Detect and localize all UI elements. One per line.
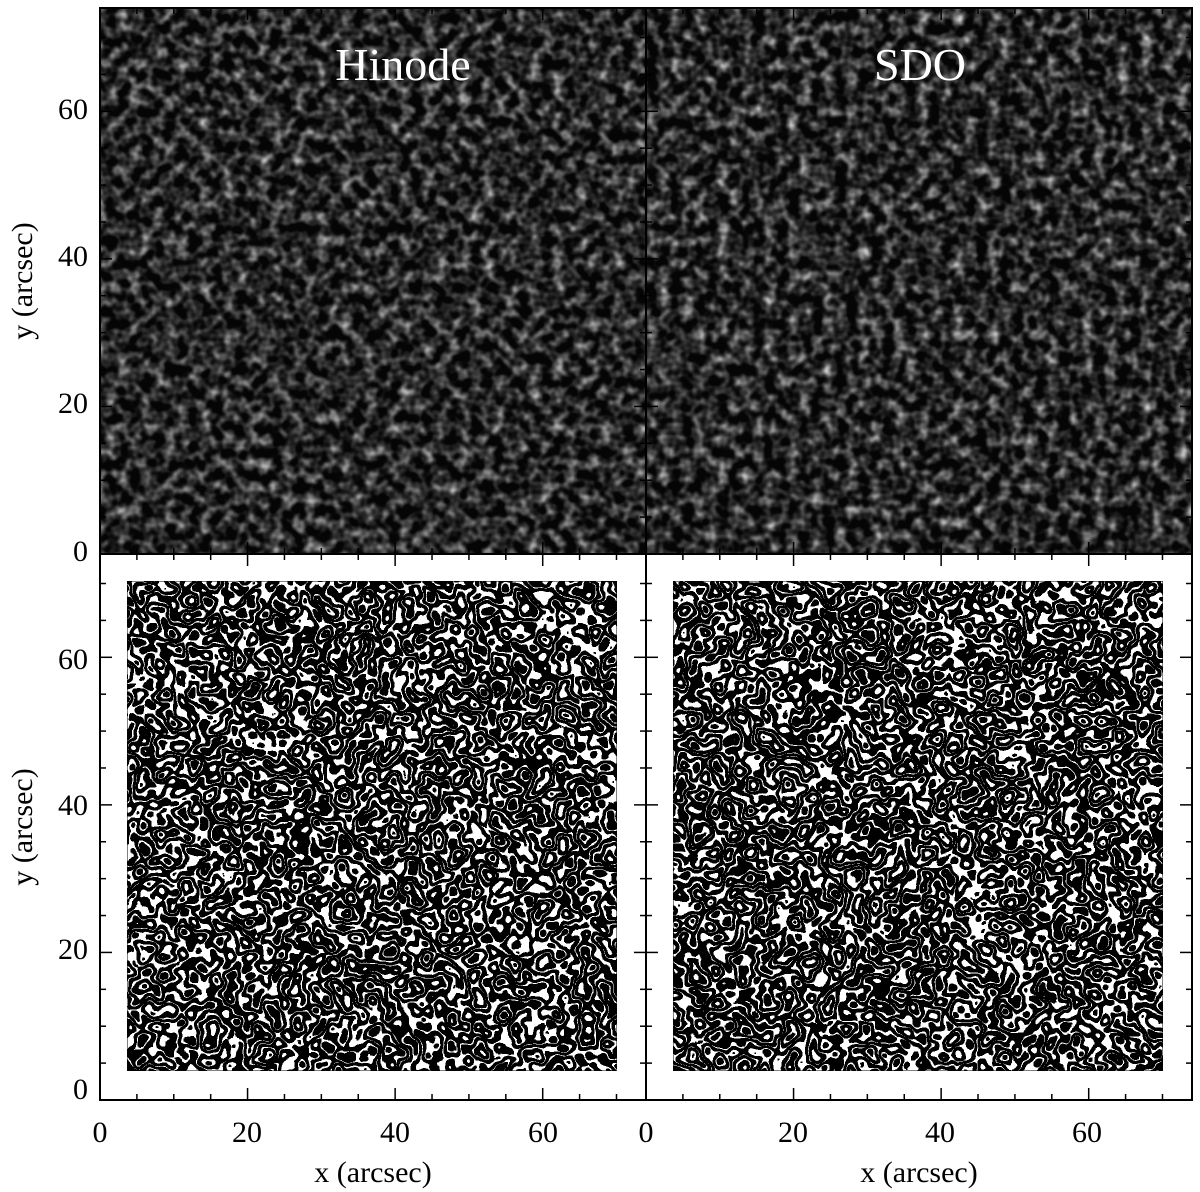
granulation-texture	[646, 8, 1192, 554]
x-tick-label: 40	[925, 1116, 955, 1149]
y-tick-label: 40	[58, 789, 88, 822]
x-tick-label: 40	[380, 1116, 410, 1149]
y-tick-label: 0	[73, 1073, 88, 1106]
panel-frames	[99, 7, 1193, 1101]
panel-hinode-segmentation	[100, 554, 646, 1100]
x-tick-labels-left: 0 20 40 60	[93, 1116, 559, 1149]
x-tick-label: 60	[1072, 1116, 1102, 1149]
panel-title-hinode: Hinode	[335, 39, 470, 90]
network-boundaries	[673, 581, 1163, 1071]
y-tick-labels-bottom: 0 20 40 60	[58, 643, 88, 1106]
x-tick-labels-right: 0 20 40 60	[639, 1116, 1103, 1149]
x-tick-label: 20	[232, 1116, 262, 1149]
y-tick-label: 20	[58, 933, 88, 966]
panel-title-sdo: SDO	[874, 39, 966, 90]
y-tick-label: 60	[58, 643, 88, 676]
y-tick-label: 40	[58, 240, 88, 273]
y-tick-labels-top: 0 20 40 60	[58, 93, 88, 568]
y-axis-label-bottom: y (arcsec)	[6, 768, 39, 885]
panel-sdo-intensity: SDO	[646, 8, 1192, 554]
x-axis-label-right: x (arcsec)	[860, 1156, 977, 1189]
x-tick-label: 0	[93, 1116, 108, 1149]
panel-sdo-segmentation	[646, 554, 1192, 1100]
y-tick-label: 20	[58, 387, 88, 420]
y-tick-label: 60	[58, 93, 88, 126]
panel-hinode-intensity: Hinode	[100, 8, 646, 554]
network-boundaries	[127, 581, 617, 1071]
frame-bottom-right	[645, 553, 1193, 1101]
x-axis-label-left: x (arcsec)	[314, 1156, 431, 1189]
x-tick-label: 20	[778, 1116, 808, 1149]
x-tick-label: 0	[639, 1116, 654, 1149]
y-tick-label: 0	[73, 535, 88, 568]
granulation-texture	[100, 8, 646, 554]
x-tick-label: 60	[528, 1116, 558, 1149]
y-axis-label-top: y (arcsec)	[6, 222, 39, 339]
